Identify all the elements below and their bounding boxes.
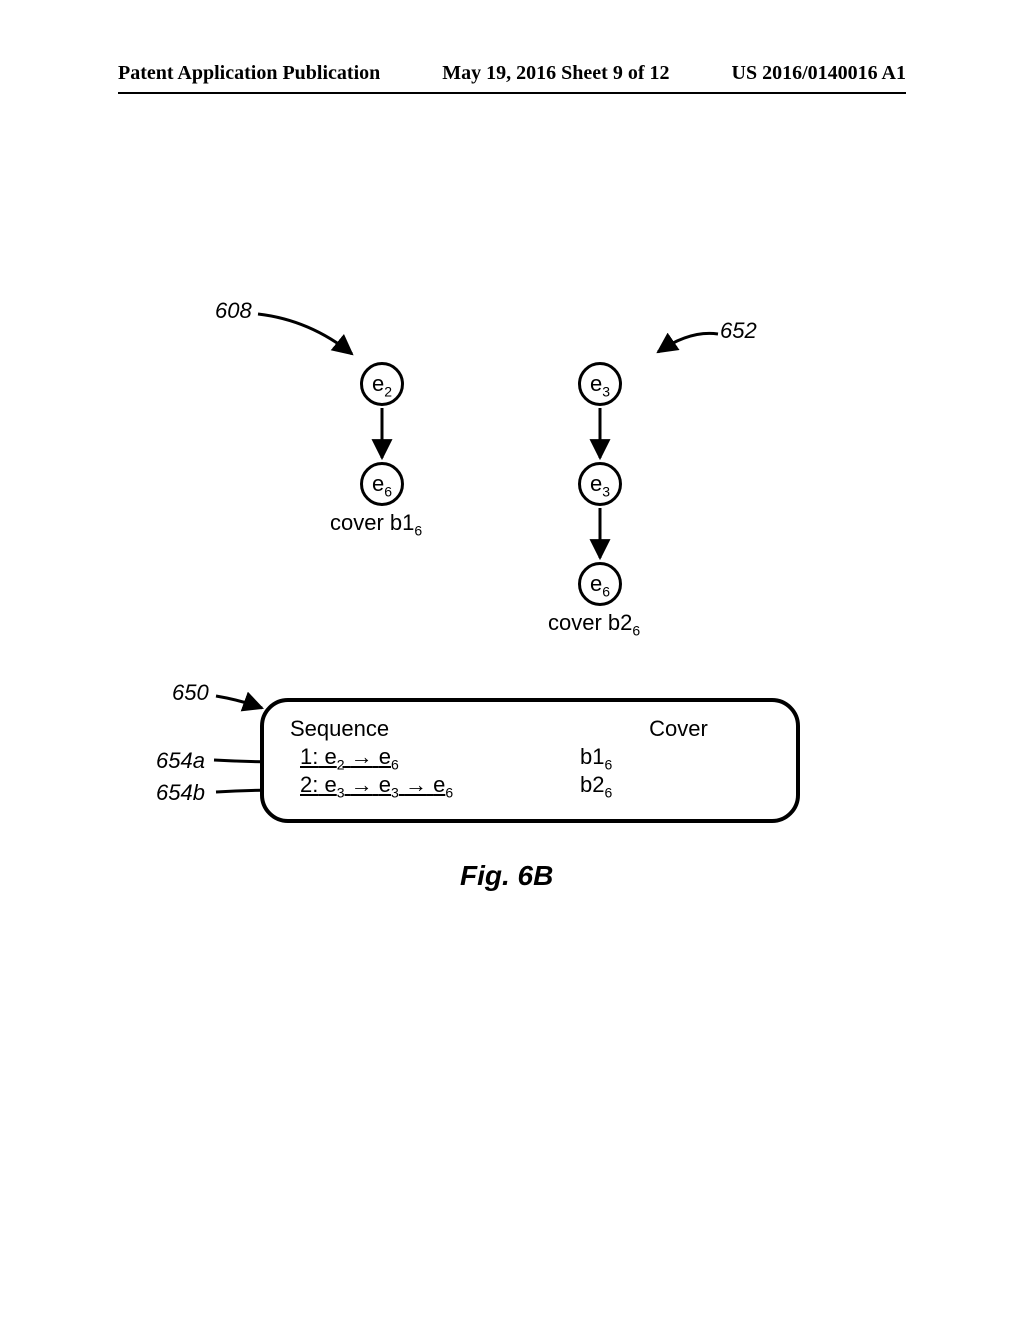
row2-pre: 2: — [300, 772, 318, 797]
row2-arrow1: → — [351, 772, 373, 797]
ref-654b: 654b — [156, 780, 205, 806]
header-center: May 19, 2016 Sheet 9 of 12 — [442, 62, 669, 85]
label-cover-b2-sub: 6 — [632, 622, 640, 638]
header-left: Patent Application Publication — [118, 62, 380, 85]
row1-e6-sub: 6 — [391, 756, 399, 772]
ref-654a: 654a — [156, 748, 205, 774]
row2-cov: b26 — [580, 772, 650, 800]
row1-e2-sub: 2 — [337, 756, 345, 772]
row1-cov-sub: 6 — [604, 756, 612, 772]
ref-650: 650 — [172, 680, 209, 706]
table-header: Sequence Cover — [290, 716, 770, 742]
table-hdr-seq: Sequence — [290, 716, 389, 742]
row2-e3b-sub: 3 — [391, 785, 399, 801]
ref-652: 652 — [720, 318, 757, 344]
node-e6-left-sub: 6 — [384, 483, 392, 499]
row2-e3a-sub: 3 — [337, 785, 345, 801]
row1-arrow1: → — [351, 744, 373, 769]
node-e3-top: e3 — [578, 362, 622, 406]
node-e2-sub: 2 — [384, 383, 392, 399]
label-cover-b1-sub: 6 — [414, 522, 422, 538]
figure-6b: 608 652 650 654a 654b e2 e6 cover b16 e3… — [160, 290, 860, 970]
table-hdr-cov: Cover — [649, 716, 708, 742]
row1-cov-t: b1 — [580, 744, 604, 769]
node-e3-mid: e3 — [578, 462, 622, 506]
page-header: Patent Application Publication May 19, 2… — [0, 62, 1024, 85]
ref-608: 608 — [215, 298, 252, 324]
row1-e2: e — [324, 744, 336, 769]
label-cover-b2-text: cover b2 — [548, 610, 632, 635]
header-rule — [118, 92, 906, 94]
node-e3-top-sub: 3 — [602, 383, 610, 399]
row1-cov: b16 — [580, 744, 650, 772]
label-cover-b1-text: cover b1 — [330, 510, 414, 535]
node-e6-right: e6 — [578, 562, 622, 606]
label-cover-b1: cover b16 — [330, 510, 422, 538]
row2-arrow2: → — [405, 772, 427, 797]
row2-cov-sub: 6 — [604, 785, 612, 801]
sequence-table: Sequence Cover 1: e2 → e6 b16 2: e3 → e3… — [260, 698, 800, 823]
node-e2-label: e — [372, 371, 384, 396]
row2-seq: 2: e3 → e3 → e6 — [300, 772, 540, 800]
row1-pre: 1: — [300, 744, 318, 769]
node-e3-mid-label: e — [590, 471, 602, 496]
row2-e6-sub: 6 — [445, 785, 453, 801]
row2-e3a: e — [324, 772, 336, 797]
row1-seq: 1: e2 → e6 — [300, 744, 540, 772]
row2-cov-t: b2 — [580, 772, 604, 797]
table-row: 2: e3 → e3 → e6 b26 — [290, 772, 770, 800]
row1-e6: e — [379, 744, 391, 769]
node-e2: e2 — [360, 362, 404, 406]
page: Patent Application Publication May 19, 2… — [0, 0, 1024, 1320]
node-e3-mid-sub: 3 — [602, 483, 610, 499]
node-e6-right-label: e — [590, 571, 602, 596]
node-e3-top-label: e — [590, 371, 602, 396]
label-cover-b2: cover b26 — [548, 610, 640, 638]
node-e6-left: e6 — [360, 462, 404, 506]
row2-e6: e — [433, 772, 445, 797]
row2-e3b: e — [379, 772, 391, 797]
header-right: US 2016/0140016 A1 — [732, 62, 906, 85]
table-row: 1: e2 → e6 b16 — [290, 744, 770, 772]
node-e6-right-sub: 6 — [602, 583, 610, 599]
node-e6-left-label: e — [372, 471, 384, 496]
figure-caption: Fig. 6B — [460, 860, 553, 892]
